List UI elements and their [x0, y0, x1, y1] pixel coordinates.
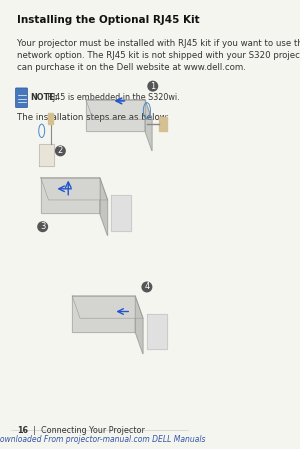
Text: Connecting Your Projector: Connecting Your Projector: [41, 426, 145, 435]
Polygon shape: [86, 100, 152, 119]
Polygon shape: [48, 113, 53, 124]
Text: RJ45 is embedded in the S320wi.: RJ45 is embedded in the S320wi.: [45, 93, 179, 102]
Polygon shape: [100, 178, 108, 236]
Text: 4: 4: [144, 282, 149, 291]
Polygon shape: [135, 296, 143, 354]
Text: 3: 3: [40, 222, 45, 231]
Text: 2: 2: [58, 146, 63, 155]
Polygon shape: [41, 178, 108, 200]
Polygon shape: [41, 178, 100, 213]
Text: 1: 1: [150, 82, 155, 91]
Polygon shape: [159, 117, 167, 131]
Text: |: |: [33, 426, 35, 435]
Polygon shape: [145, 100, 152, 151]
Polygon shape: [72, 296, 143, 318]
Text: Downloaded From projector-manual.com DELL Manuals: Downloaded From projector-manual.com DEL…: [0, 435, 206, 444]
FancyBboxPatch shape: [16, 88, 28, 108]
Polygon shape: [147, 314, 167, 349]
Text: Installing the Optional RJ45 Kit: Installing the Optional RJ45 Kit: [17, 15, 200, 25]
Text: Your projector must be installed with RJ45 kit if you want to use the
network op: Your projector must be installed with RJ…: [17, 40, 300, 72]
Polygon shape: [112, 195, 131, 231]
Text: The installation steps are as below:: The installation steps are as below:: [17, 113, 169, 122]
Text: NOTE:: NOTE:: [30, 93, 58, 102]
Polygon shape: [39, 144, 55, 167]
Text: 16: 16: [17, 426, 28, 435]
Polygon shape: [86, 100, 145, 131]
Polygon shape: [72, 296, 135, 332]
